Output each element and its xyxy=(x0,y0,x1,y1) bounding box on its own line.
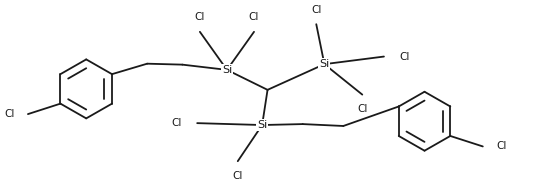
Text: Cl: Cl xyxy=(399,52,409,62)
Text: Cl: Cl xyxy=(357,104,367,114)
Text: Si: Si xyxy=(222,65,232,75)
Text: Cl: Cl xyxy=(195,12,205,22)
Text: Cl: Cl xyxy=(172,118,182,128)
Text: Cl: Cl xyxy=(249,12,259,22)
Text: Cl: Cl xyxy=(311,5,322,15)
Text: Cl: Cl xyxy=(496,141,507,152)
Text: Si: Si xyxy=(319,59,330,69)
Text: Cl: Cl xyxy=(233,171,243,181)
Text: Si: Si xyxy=(257,120,267,130)
Text: Cl: Cl xyxy=(4,109,14,119)
